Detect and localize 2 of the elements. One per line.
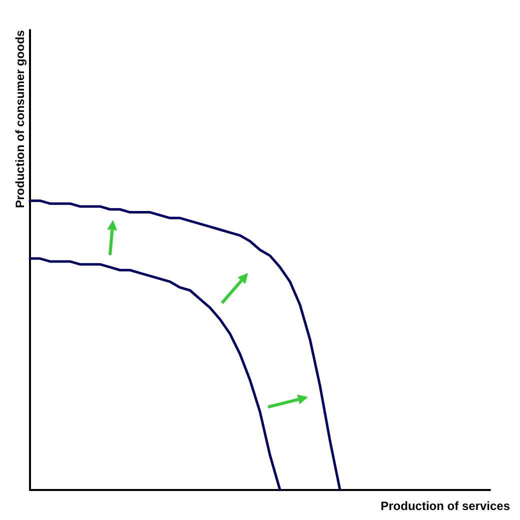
x-axis-title: Production of services xyxy=(380,499,510,513)
y-axis-title: Production of consumer goods xyxy=(13,30,27,208)
